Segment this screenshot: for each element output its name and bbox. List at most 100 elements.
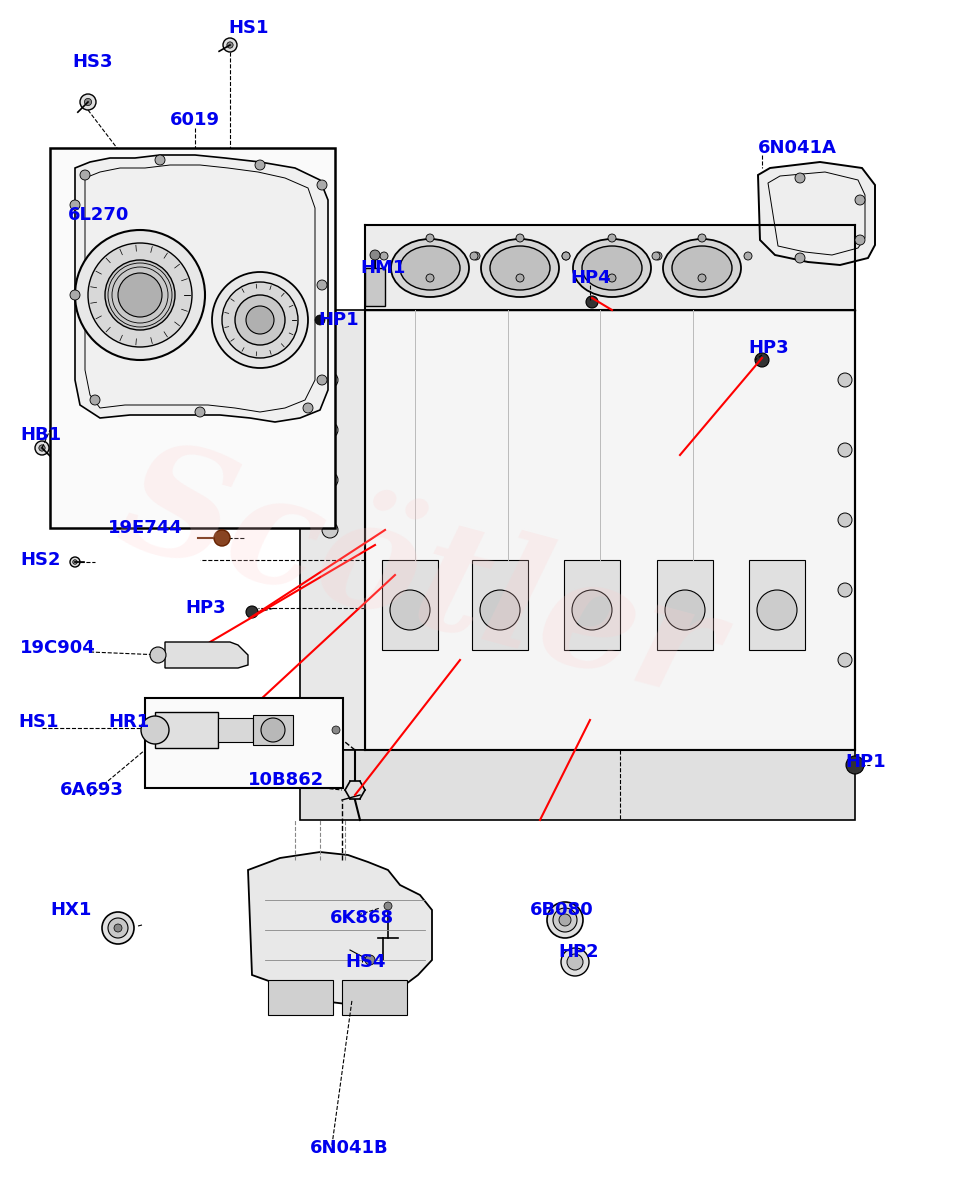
Ellipse shape	[481, 239, 559, 296]
Circle shape	[261, 718, 285, 742]
Circle shape	[855, 194, 865, 205]
Circle shape	[235, 295, 285, 346]
Circle shape	[102, 912, 134, 944]
Text: 6K868: 6K868	[330, 910, 395, 926]
Circle shape	[70, 557, 80, 566]
Circle shape	[755, 353, 769, 367]
Circle shape	[846, 756, 864, 774]
Polygon shape	[248, 852, 432, 1006]
Bar	[342, 980, 407, 1015]
Polygon shape	[365, 226, 855, 310]
Circle shape	[141, 716, 169, 744]
Circle shape	[426, 234, 434, 242]
Circle shape	[90, 395, 100, 404]
Text: 6N041B: 6N041B	[310, 1139, 389, 1157]
Circle shape	[838, 443, 852, 457]
Circle shape	[562, 252, 570, 260]
Circle shape	[317, 280, 327, 290]
Bar	[749, 560, 805, 650]
Circle shape	[255, 160, 265, 170]
Text: HP3: HP3	[185, 599, 226, 617]
Text: HX1: HX1	[50, 901, 91, 919]
Circle shape	[562, 252, 570, 260]
Circle shape	[317, 374, 327, 385]
Circle shape	[70, 290, 80, 300]
Circle shape	[312, 312, 328, 328]
Circle shape	[73, 559, 77, 564]
Text: 6019: 6019	[170, 110, 220, 128]
Circle shape	[80, 170, 90, 180]
Text: 6B080: 6B080	[530, 901, 593, 919]
Circle shape	[470, 252, 478, 260]
Polygon shape	[300, 750, 855, 820]
Text: HS1: HS1	[18, 713, 59, 731]
Text: Scötler: Scötler	[106, 428, 734, 731]
Ellipse shape	[573, 239, 651, 296]
Text: HS2: HS2	[20, 551, 60, 569]
Text: HM1: HM1	[360, 259, 405, 277]
Text: HR1: HR1	[108, 713, 149, 731]
Circle shape	[652, 252, 660, 260]
Polygon shape	[155, 712, 218, 748]
Circle shape	[322, 522, 338, 538]
Circle shape	[744, 252, 752, 260]
Circle shape	[698, 274, 706, 282]
Bar	[145, 698, 343, 788]
Circle shape	[108, 918, 128, 938]
Ellipse shape	[672, 246, 732, 290]
Ellipse shape	[391, 239, 469, 296]
Text: 19C904: 19C904	[20, 638, 96, 658]
Ellipse shape	[582, 246, 642, 290]
Circle shape	[38, 445, 45, 451]
Circle shape	[195, 407, 205, 416]
Circle shape	[698, 234, 706, 242]
Circle shape	[214, 530, 230, 546]
Bar	[268, 980, 333, 1015]
Circle shape	[35, 440, 49, 455]
Circle shape	[654, 252, 662, 260]
Polygon shape	[758, 162, 875, 265]
Bar	[218, 718, 253, 742]
Circle shape	[246, 606, 258, 618]
Bar	[50, 148, 335, 528]
Circle shape	[795, 173, 805, 182]
Circle shape	[757, 590, 797, 630]
Circle shape	[855, 235, 865, 245]
Circle shape	[114, 924, 122, 932]
Circle shape	[322, 372, 338, 388]
Circle shape	[480, 590, 520, 630]
Circle shape	[370, 250, 380, 260]
Text: 19E744: 19E744	[108, 518, 182, 538]
Circle shape	[608, 274, 616, 282]
Bar	[564, 560, 620, 650]
Text: HS4: HS4	[345, 953, 386, 971]
Circle shape	[303, 403, 313, 413]
Circle shape	[567, 954, 583, 970]
Circle shape	[838, 653, 852, 667]
Bar	[253, 715, 293, 745]
Text: HS1: HS1	[228, 19, 269, 37]
Circle shape	[559, 914, 571, 926]
Polygon shape	[75, 155, 328, 422]
Text: HS3: HS3	[72, 53, 112, 71]
Polygon shape	[365, 310, 855, 750]
Circle shape	[516, 274, 524, 282]
Circle shape	[322, 472, 338, 488]
Bar	[472, 560, 528, 650]
Bar	[657, 560, 713, 650]
Circle shape	[472, 252, 480, 260]
Circle shape	[553, 908, 577, 932]
Polygon shape	[165, 642, 248, 668]
Circle shape	[838, 583, 852, 596]
Circle shape	[88, 242, 192, 347]
Text: HB1: HB1	[20, 426, 61, 444]
Text: HP3: HP3	[748, 338, 788, 358]
Circle shape	[70, 200, 80, 210]
Circle shape	[246, 306, 274, 334]
Ellipse shape	[400, 246, 460, 290]
Circle shape	[795, 253, 805, 263]
Circle shape	[384, 902, 392, 910]
Text: HP1: HP1	[845, 754, 886, 770]
Circle shape	[315, 314, 325, 325]
Circle shape	[380, 252, 388, 260]
